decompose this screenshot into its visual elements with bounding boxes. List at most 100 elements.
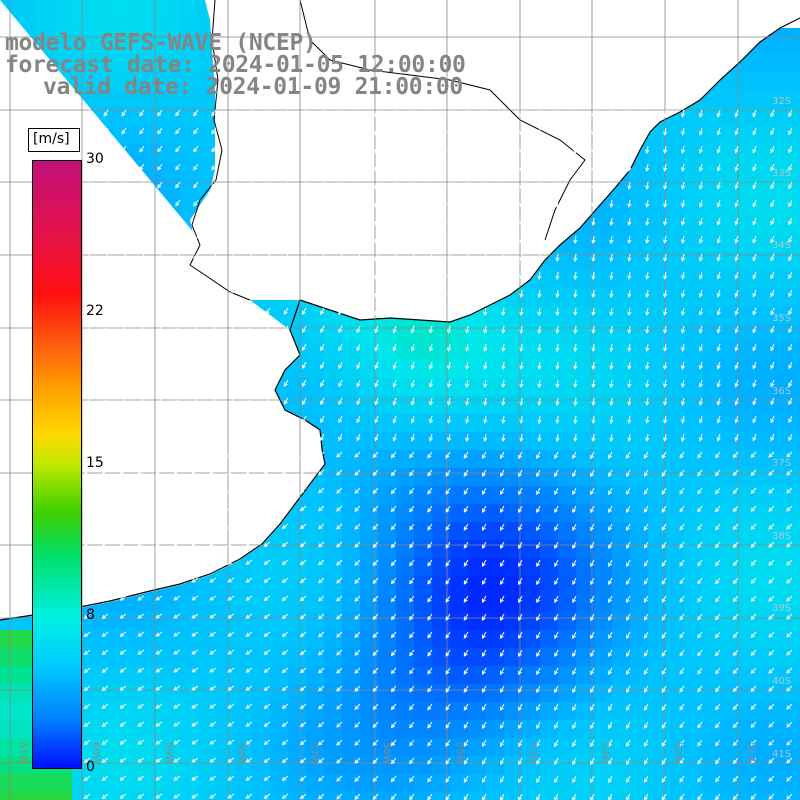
wind-arrow <box>770 235 775 244</box>
wind-arrow <box>390 577 397 585</box>
wind-arrow <box>83 577 91 584</box>
wind-arrow <box>645 253 650 262</box>
wind-arrow <box>338 433 343 442</box>
wind-cell <box>630 666 649 685</box>
wind-cell <box>432 666 451 685</box>
wind-cell <box>738 612 757 631</box>
wind-cell <box>450 738 469 757</box>
wind-cell <box>648 324 667 343</box>
wind-arrow <box>119 631 127 637</box>
wind-arrow <box>768 505 775 512</box>
wind-cell <box>450 414 469 433</box>
wind-arrow <box>770 217 775 226</box>
wind-arrow <box>750 577 757 584</box>
wind-arrow <box>643 541 649 549</box>
wind-arrow <box>374 433 379 442</box>
longitude-label: 56W <box>381 742 392 765</box>
wind-arrow <box>554 469 559 478</box>
wind-arrow <box>788 181 793 190</box>
wind-arrow <box>227 667 235 673</box>
wind-arrow <box>139 271 145 279</box>
wind-cell <box>756 90 775 109</box>
wind-arrow <box>356 289 361 298</box>
wind-arrow <box>137 577 145 583</box>
wind-cell <box>792 36 800 55</box>
wind-arrow <box>320 235 325 244</box>
wind-cell <box>648 540 667 559</box>
wind-cell <box>90 720 109 739</box>
wind-arrow <box>608 469 613 478</box>
wind-arrow <box>519 325 524 334</box>
wind-cell <box>180 54 199 73</box>
wind-arrow <box>247 127 253 135</box>
wind-arrow <box>85 397 91 405</box>
wind-arrow <box>137 703 145 709</box>
wind-cell <box>612 720 631 739</box>
wind-arrow <box>537 361 542 370</box>
river-border <box>189 0 586 301</box>
wind-arrow <box>734 109 739 118</box>
wind-cell <box>774 486 793 505</box>
wind-arrow <box>626 793 631 800</box>
wind-cell <box>774 648 793 667</box>
wind-cell <box>720 162 739 181</box>
wind-arrow <box>537 343 542 352</box>
wind-cell <box>630 738 649 757</box>
wind-arrow <box>101 739 109 745</box>
wind-arrow <box>283 433 289 441</box>
wind-arrow <box>338 343 343 352</box>
wind-cell <box>90 702 109 721</box>
wind-arrow <box>518 577 523 586</box>
wind-cell <box>396 468 415 487</box>
wind-cell <box>180 126 199 145</box>
wind-cell <box>180 0 199 19</box>
wind-cell <box>414 666 433 685</box>
wind-arrow <box>663 379 668 388</box>
wind-arrow <box>191 469 199 475</box>
wind-arrow <box>227 793 235 799</box>
wind-arrow <box>320 343 325 352</box>
wind-arrow <box>716 217 721 226</box>
wind-arrow <box>338 145 343 154</box>
wind-arrow <box>193 127 199 135</box>
wind-arrow <box>427 667 433 675</box>
wind-arrow <box>227 649 235 655</box>
wind-cell <box>306 558 325 577</box>
wind-arrow <box>715 469 721 477</box>
wind-arrow <box>768 559 775 566</box>
wind-cell <box>648 612 667 631</box>
wind-cell <box>450 648 469 667</box>
wind-cell <box>648 288 667 307</box>
wind-arrow <box>645 199 650 208</box>
wind-arrow <box>390 541 397 549</box>
wind-cell <box>792 72 800 91</box>
wind-cell <box>414 522 433 541</box>
wind-arrow <box>627 145 632 154</box>
wind-cell <box>288 576 307 595</box>
wind-cell <box>684 234 703 253</box>
wind-arrow <box>465 397 470 406</box>
wind-cell <box>144 18 163 37</box>
wind-arrow <box>119 451 127 457</box>
wind-cell <box>738 486 757 505</box>
wind-arrow <box>247 307 253 315</box>
wind-arrow <box>734 415 739 424</box>
wind-arrow <box>354 667 361 674</box>
wind-cell <box>144 108 163 127</box>
wind-cell <box>738 126 757 145</box>
wind-cell <box>576 234 595 253</box>
wind-arrow <box>356 235 361 244</box>
wind-arrow <box>392 271 397 280</box>
wind-cell <box>666 756 685 775</box>
wind-arrow <box>139 235 145 243</box>
wind-arrow <box>374 199 379 208</box>
wind-arrow <box>680 325 686 334</box>
wind-cell <box>252 630 271 649</box>
wind-cell <box>252 774 271 793</box>
wind-cell <box>774 36 793 55</box>
wind-arrow <box>716 397 721 406</box>
wind-cell <box>90 648 109 667</box>
wind-cell <box>756 576 775 595</box>
wind-cell <box>774 540 793 559</box>
wind-cell <box>702 576 721 595</box>
